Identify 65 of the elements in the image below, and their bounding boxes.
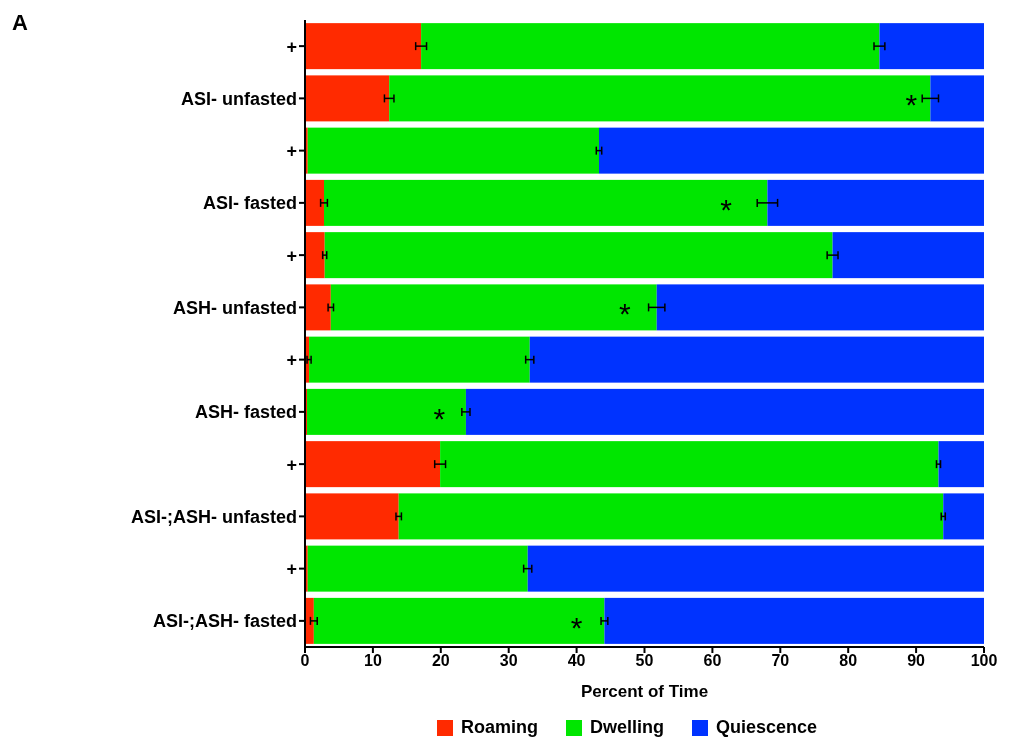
x-tick-label: 20: [431, 652, 450, 670]
x-tick-label: 50: [635, 652, 654, 670]
x-tick-label: 60: [703, 652, 722, 670]
x-tick-label: 100: [970, 652, 998, 670]
bar: [305, 441, 441, 488]
annotation: *: [905, 88, 918, 122]
bar: [879, 23, 984, 70]
bar: [398, 493, 944, 540]
legend-label: Roaming: [460, 717, 538, 738]
x-axis-title: Percent of Time: [580, 682, 709, 701]
annotation: *: [570, 610, 583, 644]
bar: [930, 75, 984, 122]
annotation: *: [433, 401, 446, 435]
bar: [767, 179, 984, 226]
bar: [305, 284, 331, 331]
bar: [599, 127, 984, 174]
x-tick-label: 70: [771, 652, 790, 670]
y-tick-label: +: [286, 350, 297, 371]
x-tick-label: 40: [567, 652, 586, 670]
y-tick-label: +: [286, 245, 297, 266]
bar: [305, 493, 399, 540]
bar: [421, 23, 880, 70]
bar: [389, 75, 931, 122]
legend-label: Dwelling: [589, 717, 664, 738]
y-tick-label: +: [286, 559, 297, 580]
bar: [313, 597, 605, 644]
x-tick-label: 10: [364, 652, 382, 670]
bar: [307, 127, 600, 174]
y-tick-label: ASI- fasted: [202, 193, 297, 214]
y-tick-label: +: [286, 454, 297, 475]
bar: [832, 232, 984, 279]
y-tick-label: ASI- unfasted: [180, 88, 297, 109]
y-tick-label: ASH- fasted: [194, 402, 297, 423]
y-tick-label: ASI-;ASH- unfasted: [131, 506, 297, 527]
bar: [305, 597, 314, 644]
y-tick-label: +: [286, 141, 297, 162]
bar: [604, 597, 984, 644]
x-tick-label: 90: [907, 652, 926, 670]
annotation: *: [720, 192, 733, 226]
legend-label: Quiescence: [715, 717, 818, 738]
x-tick-label: 0: [300, 652, 310, 670]
bar: [305, 179, 325, 226]
bar: [943, 493, 984, 540]
bar: [305, 23, 422, 70]
bar: [529, 336, 984, 383]
x-tick-label: 80: [839, 652, 858, 670]
bar: [309, 336, 530, 383]
bar: [324, 232, 833, 279]
y-tick-label: +: [286, 36, 297, 57]
bar: [305, 75, 390, 122]
bar: [324, 179, 768, 226]
text: A: [12, 10, 28, 36]
bar: [330, 284, 657, 331]
bar: [307, 388, 466, 435]
annotation: *: [618, 297, 631, 331]
x-tick-label: 30: [499, 652, 518, 670]
bar: [656, 284, 984, 331]
bar: [465, 388, 984, 435]
bar: [307, 545, 528, 592]
y-tick-label: ASI-;ASH- fasted: [152, 611, 297, 632]
bar: [527, 545, 984, 592]
bar: [440, 441, 939, 488]
bar: [305, 232, 325, 279]
bar: [938, 441, 984, 488]
y-tick-label: ASH- unfasted: [172, 297, 297, 318]
